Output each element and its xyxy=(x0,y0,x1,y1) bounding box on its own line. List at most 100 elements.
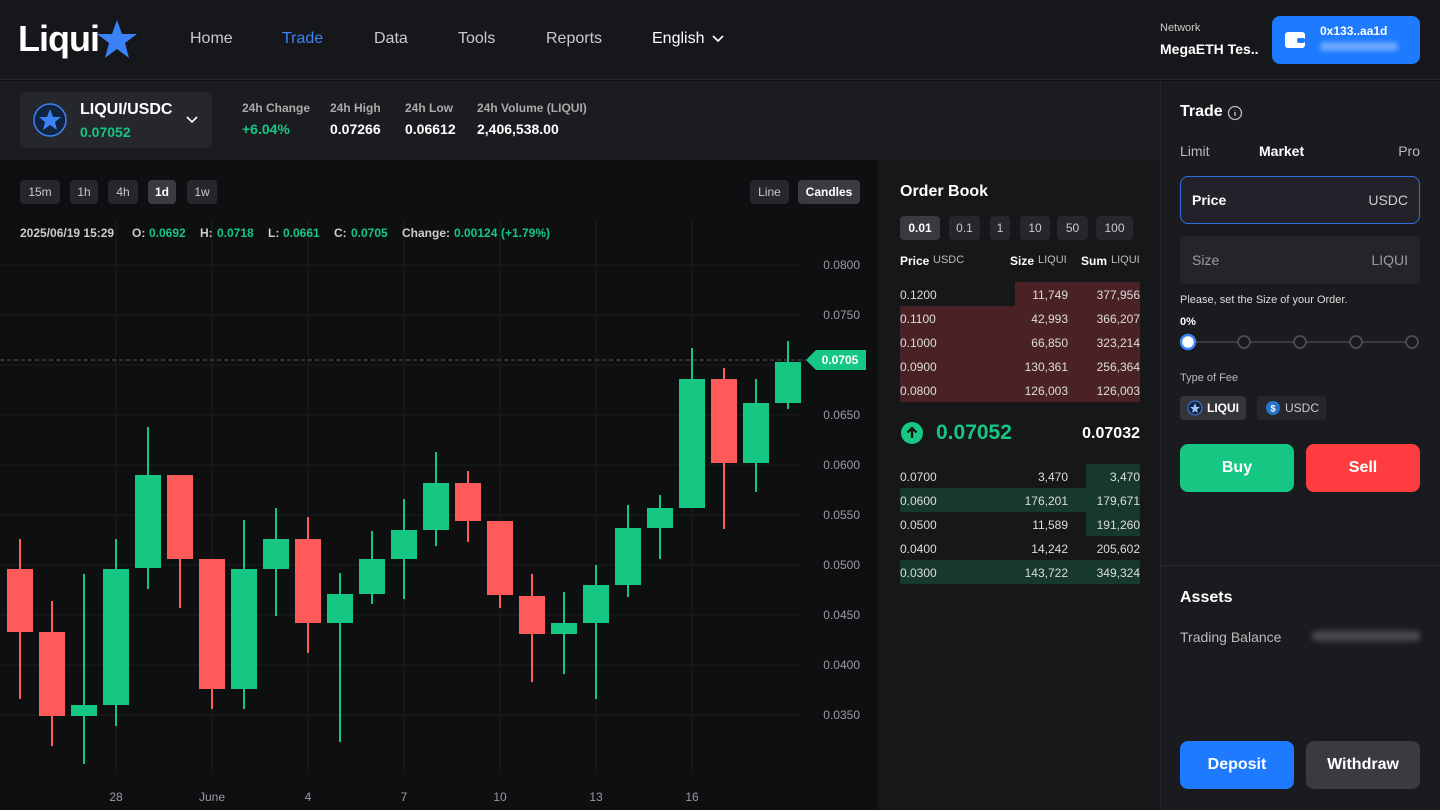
candle-body xyxy=(199,559,225,689)
x-tick-label: June xyxy=(199,790,225,804)
logo[interactable]: Liqui xyxy=(18,18,100,59)
trade-tab[interactable]: Market xyxy=(1259,143,1305,159)
candle-body xyxy=(711,379,737,463)
sum: 126,003 xyxy=(1096,384,1140,398)
interval-button[interactable]: 15m xyxy=(20,180,60,204)
price[interactable]: 0.0600 xyxy=(900,494,937,508)
ohlc-value: 0.0718 xyxy=(217,226,254,240)
pair-price: 0.07052 xyxy=(80,124,131,140)
price-input[interactable] xyxy=(1180,176,1420,224)
buy-button[interactable]: Buy xyxy=(1180,444,1294,492)
price[interactable]: 0.0400 xyxy=(900,542,937,556)
candle-body xyxy=(775,362,801,403)
depth-bar xyxy=(900,560,1140,584)
ohlc-label: L: xyxy=(268,226,280,240)
column-label: Price xyxy=(900,254,930,268)
stat-label: 24h Volume (LIQUI) xyxy=(477,101,587,115)
price[interactable]: 0.1200 xyxy=(900,288,937,302)
info-icon xyxy=(1227,105,1243,121)
network-label: Network xyxy=(1160,22,1201,34)
stat-value: 2,406,538.00 xyxy=(477,121,559,137)
price[interactable]: 0.0800 xyxy=(900,384,937,398)
x-tick-label: 13 xyxy=(589,790,603,804)
usdc-icon: $ xyxy=(1266,401,1280,415)
candle-body xyxy=(583,585,609,623)
step-button[interactable]: 50 xyxy=(1057,216,1088,240)
nav-link[interactable]: Data xyxy=(374,30,408,47)
blurred-balance xyxy=(1320,42,1398,51)
step-button[interactable]: 10 xyxy=(1020,216,1050,240)
ohlc-label: C: xyxy=(334,226,347,240)
language[interactable]: English xyxy=(652,30,705,47)
depth-bar xyxy=(900,330,1140,354)
y-tick-label: 0.0800 xyxy=(823,258,860,272)
sum: 205,602 xyxy=(1096,542,1140,556)
change-label: Change: xyxy=(402,226,450,240)
sum: 179,671 xyxy=(1096,494,1140,508)
price[interactable]: 0.0300 xyxy=(900,566,937,580)
pair-icon xyxy=(33,103,67,137)
depth-bar xyxy=(1086,464,1140,488)
price[interactable]: 0.0900 xyxy=(900,360,937,374)
size: 176,201 xyxy=(1024,494,1068,508)
column-unit: LIQUI xyxy=(1038,254,1067,266)
withdraw-button[interactable]: Withdraw xyxy=(1306,741,1420,789)
price[interactable]: 0.1000 xyxy=(900,336,937,350)
fee-label: Type of Fee xyxy=(1180,372,1239,384)
deposit-button[interactable]: Deposit xyxy=(1180,741,1294,789)
size-slider[interactable] xyxy=(1178,332,1424,352)
price[interactable]: 0.1100 xyxy=(900,312,936,326)
depth-bar xyxy=(1015,282,1140,306)
depth-bar xyxy=(900,354,1140,378)
size-input[interactable] xyxy=(1180,236,1420,284)
size: 11,749 xyxy=(1032,288,1068,302)
ohlc-date: 2025/06/19 15:29 xyxy=(20,226,115,240)
assets-title: Assets xyxy=(1180,589,1233,606)
change-pct: (+1.79%) xyxy=(501,226,551,240)
price[interactable]: 0.0500 xyxy=(900,518,937,532)
interval-button[interactable]: 1w xyxy=(187,180,217,204)
candle-body xyxy=(359,559,385,594)
y-tick-label: 0.0550 xyxy=(823,508,860,522)
sell-button[interactable]: Sell xyxy=(1306,444,1420,492)
price[interactable]: 0.0700 xyxy=(900,470,937,484)
mode-button[interactable]: Line xyxy=(750,180,789,204)
step-button[interactable]: 100 xyxy=(1096,216,1133,240)
interval-button[interactable]: 4h xyxy=(108,180,138,204)
stat-label: 24h Low xyxy=(405,101,454,115)
step-button[interactable]: 0.01 xyxy=(900,216,940,240)
nav-link[interactable]: Tools xyxy=(458,30,496,47)
nav-link[interactable]: Trade xyxy=(282,30,324,47)
candle-body xyxy=(647,508,673,528)
nav-link[interactable]: Home xyxy=(190,30,233,47)
wallet-address: 0x133..aa1d xyxy=(1320,24,1388,38)
ohlc-value: 0.0692 xyxy=(149,226,186,240)
sum: 366,207 xyxy=(1096,312,1140,326)
interval-button[interactable]: 1h xyxy=(70,180,98,204)
y-tick-label: 0.0750 xyxy=(823,308,860,322)
y-tick-label: 0.0650 xyxy=(823,408,860,422)
logo-star xyxy=(97,20,137,58)
last-price-label: 0.0705 xyxy=(822,353,859,367)
mode-button[interactable]: Candles xyxy=(798,180,860,204)
depth-bar xyxy=(900,488,1140,512)
candle-body xyxy=(327,594,353,623)
step-button[interactable]: 0.1 xyxy=(949,216,980,240)
candle-body xyxy=(71,705,97,716)
interval-button[interactable]: 1d xyxy=(148,180,176,204)
size: 14,242 xyxy=(1031,542,1068,556)
candle-body xyxy=(263,539,289,569)
ohlc-label: H: xyxy=(200,226,213,240)
candle-body xyxy=(743,403,769,463)
change-value: 0.00124 xyxy=(454,226,498,240)
column-unit: LIQUI xyxy=(1111,254,1140,266)
step-button[interactable]: 1 xyxy=(990,216,1010,240)
size-hint: Please, set the Size of your Order. xyxy=(1180,294,1348,306)
size: 42,993 xyxy=(1031,312,1068,326)
trade-tab[interactable]: Pro xyxy=(1398,143,1420,159)
size: 3,470 xyxy=(1037,470,1068,484)
trade-tab[interactable]: Limit xyxy=(1180,143,1210,159)
network[interactable]: MegaETH Tes.. xyxy=(1160,41,1259,57)
nav-link[interactable]: Reports xyxy=(546,30,603,47)
